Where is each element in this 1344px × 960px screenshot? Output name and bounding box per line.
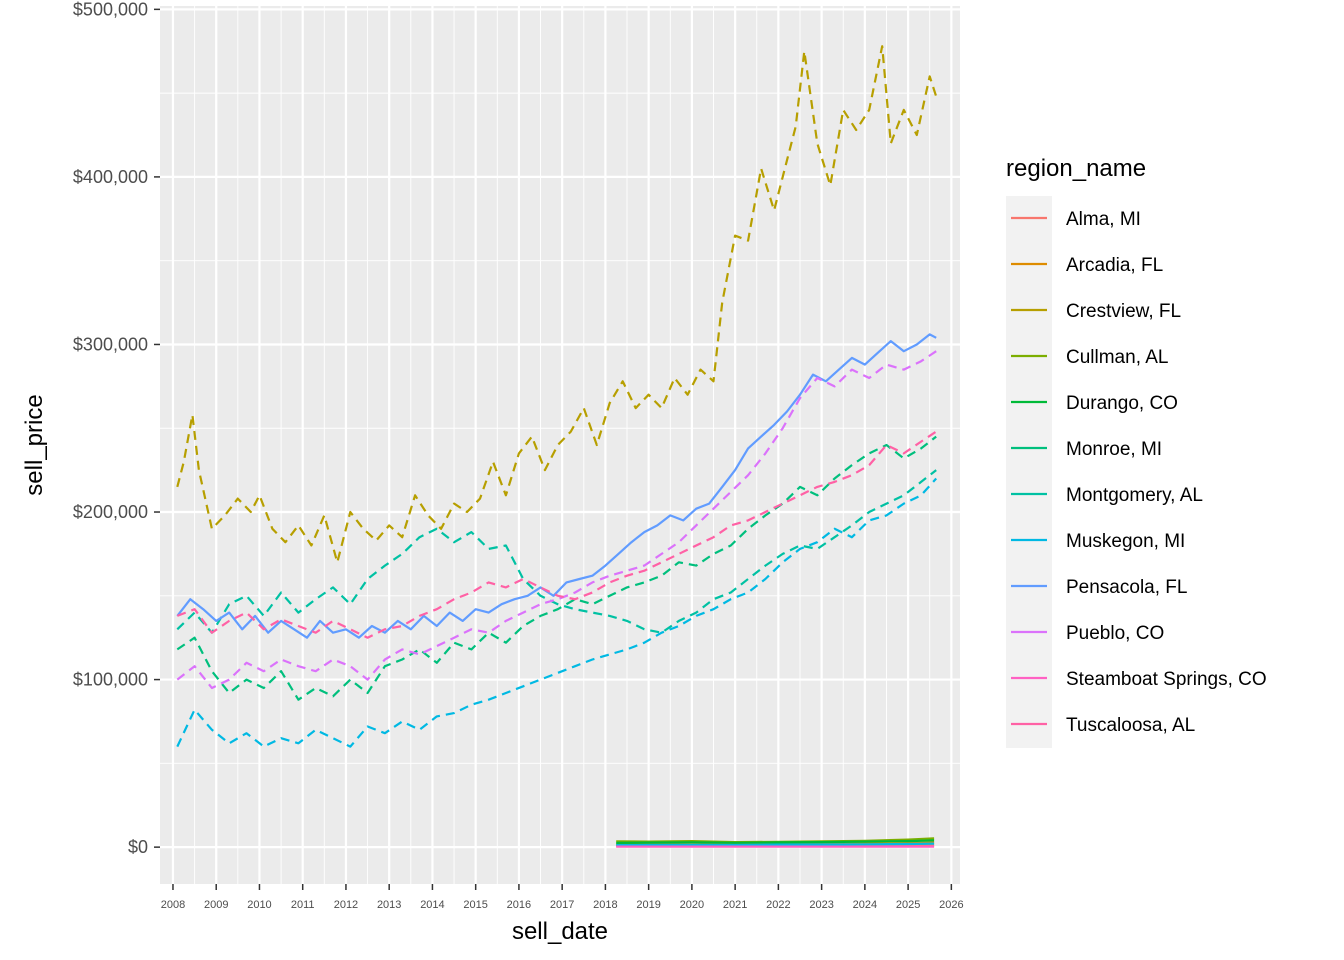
legend-label: Steamboat Springs, CO: [1066, 669, 1267, 690]
x-tick-label: 2009: [204, 899, 228, 911]
x-tick-label: 2021: [723, 899, 747, 911]
x-tick-label: 2017: [550, 899, 574, 911]
x-tick-label: 2014: [420, 899, 444, 911]
series-line: [176, 435, 937, 701]
x-tick-label: 2010: [247, 899, 271, 911]
legend-label: Cullman, AL: [1066, 347, 1168, 368]
x-tick-label: 2020: [680, 899, 704, 911]
legend-label: Arcadia, FL: [1066, 255, 1163, 276]
legend-label: Monroe, MI: [1066, 439, 1162, 460]
y-tick-label: $400,000: [73, 167, 148, 187]
legend-label: Pensacola, FL: [1066, 577, 1187, 598]
series-line: [176, 477, 938, 748]
y-tick-label: $300,000: [73, 334, 148, 354]
x-tick-label: 2023: [809, 899, 833, 911]
x-tick-label: 2012: [334, 899, 358, 911]
series-line: [176, 350, 937, 690]
y-tick-label: $0: [128, 837, 148, 857]
x-tick-label: 2019: [636, 899, 660, 911]
y-tick-label: $500,000: [73, 0, 148, 19]
x-tick-label: 2024: [853, 899, 877, 911]
x-axis: 2008 2009 2010 2011 2012 2013 2014 2015 2016 2017…: [161, 884, 964, 911]
x-tick-label: 2008: [161, 899, 185, 911]
y-tick-label: $100,000: [73, 670, 148, 690]
series-line: [176, 333, 937, 639]
series-lines: [176, 45, 938, 848]
x-tick-label: 2013: [377, 899, 401, 911]
legend: region_name Alma, MI Arcadia, FL Crestview…: [1006, 155, 1267, 748]
legend-key-background: [1006, 196, 1052, 748]
series-line: [176, 469, 937, 634]
x-tick-label: 2026: [939, 899, 963, 911]
y-axis-title: sell_price: [21, 394, 48, 495]
series-line: [616, 839, 935, 844]
x-tick-label: 2025: [896, 899, 920, 911]
legend-label: Tuscaloosa, AL: [1066, 715, 1195, 736]
x-tick-label: 2011: [291, 899, 315, 911]
legend-label: Alma, MI: [1066, 209, 1141, 230]
legend-label: Crestview, FL: [1066, 301, 1181, 322]
y-axis: $0 $100,000 $200,000 $300,000 $400,000 $500,0…: [73, 0, 160, 857]
x-tick-label: 2022: [766, 899, 790, 911]
x-tick-label: 2016: [507, 899, 531, 911]
y-tick-label: $200,000: [73, 502, 148, 522]
legend-label: Pueblo, CO: [1066, 623, 1164, 644]
series-line: [616, 842, 935, 847]
series-line: [176, 430, 937, 639]
legend-title: region_name: [1006, 155, 1146, 182]
plot-panel: [160, 6, 960, 884]
x-tick-label: 2018: [593, 899, 617, 911]
legend-label: Muskegon, MI: [1066, 531, 1185, 552]
major-gridlines: [160, 6, 960, 884]
legend-label: Durango, CO: [1066, 393, 1178, 414]
x-axis-title: sell_date: [512, 918, 608, 945]
legend-label: Montgomery, AL: [1066, 485, 1203, 506]
minor-gridlines: [160, 6, 960, 884]
x-tick-label: 2015: [463, 899, 487, 911]
